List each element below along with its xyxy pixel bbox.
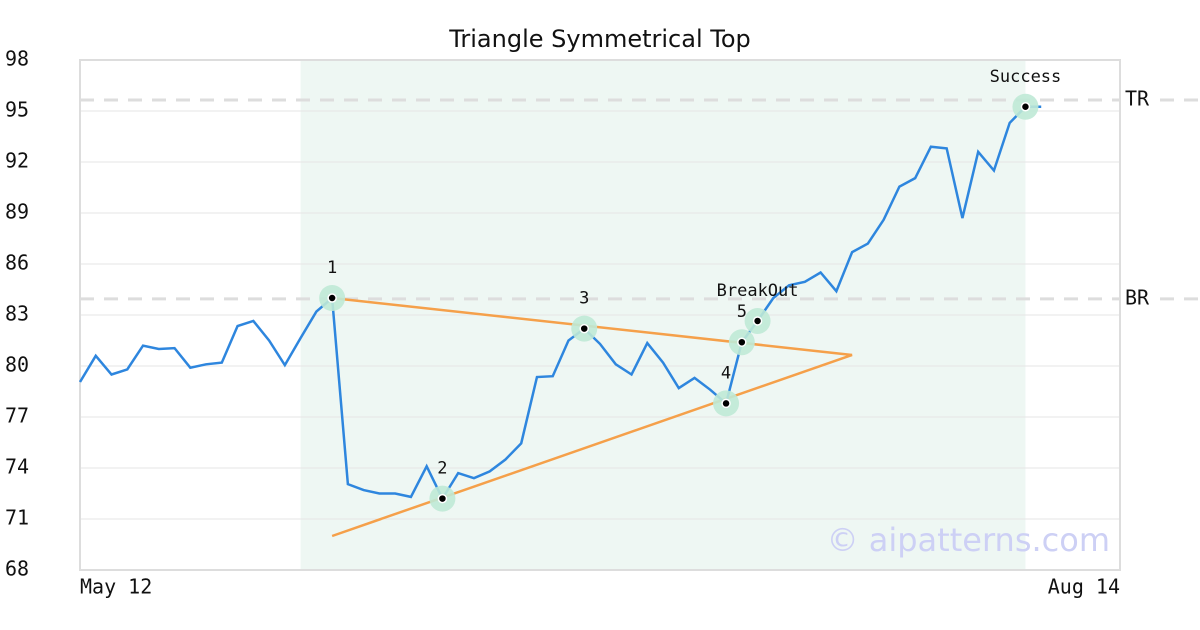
y-tick-label: 71 [5, 506, 29, 530]
plot-frame [79, 59, 1121, 571]
trend-line [331, 353, 853, 538]
marker-label: Success [990, 67, 1062, 87]
x-tick-label: Aug 14 [1048, 575, 1120, 599]
marker-dot [1020, 102, 1031, 112]
marker-dot [579, 323, 589, 334]
marker-label: 4 [721, 363, 731, 383]
watermark: © aipatterns.com [827, 521, 1110, 559]
marker-label: 2 [437, 459, 447, 479]
marker-dot [752, 316, 763, 326]
y-tick-label: 86 [5, 251, 29, 275]
y-tick-label: 77 [5, 404, 29, 428]
y-tick-label: 68 [5, 557, 29, 581]
y-tick-label: 95 [5, 98, 29, 122]
marker-dot [437, 493, 448, 504]
y-tick-label: 98 [5, 47, 29, 71]
marker-dot [721, 398, 731, 409]
y-tick-label: 83 [5, 302, 29, 326]
y-tick-label: 80 [5, 353, 29, 377]
y-tick-label: 89 [5, 200, 29, 224]
price-line [78, 105, 1042, 502]
marker-label: 1 [327, 258, 337, 278]
y-tick-label: 74 [5, 455, 29, 479]
chart-title: Triangle Symmetrical Top [448, 25, 751, 53]
marker-dot [737, 337, 747, 347]
x-tick-label: May 12 [80, 575, 152, 599]
marker-label: 5 [737, 302, 747, 322]
marker-label: BreakOut [717, 281, 799, 301]
marker-label: 3 [579, 289, 589, 309]
level-label: BR [1125, 285, 1150, 309]
marker-dot [327, 293, 337, 303]
y-tick-label: 92 [5, 149, 29, 173]
level-label: TR [1125, 86, 1150, 110]
